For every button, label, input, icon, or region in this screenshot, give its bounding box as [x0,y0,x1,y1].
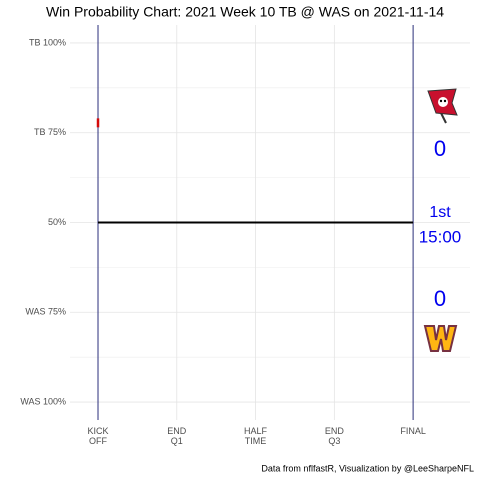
y-tick-label: WAS 75% [25,307,66,317]
x-tick-label: KICK OFF [87,426,109,446]
x-tick-label: END Q1 [167,426,187,446]
tb-score: 0 [434,136,446,161]
y-tick-label: 50% [48,217,66,227]
x-tick-label: END Q3 [324,426,344,446]
quarter: 1st [429,204,451,221]
caption: Data from nflfastR, Visualization by @Le… [261,463,474,473]
x-tick-label: HALF TIME [244,426,268,446]
y-tick-label: TB 100% [29,37,66,47]
was-logo [423,325,458,352]
tb-logo [427,88,458,124]
y-tick-label: TB 75% [34,127,66,137]
x-tick-label: FINAL [400,426,426,436]
was-score: 0 [434,286,446,311]
clock: 15:00 [419,227,462,246]
y-tick-label: WAS 100% [20,396,66,406]
chart-title: Win Probability Chart: 2021 Week 10 TB @… [46,4,444,20]
